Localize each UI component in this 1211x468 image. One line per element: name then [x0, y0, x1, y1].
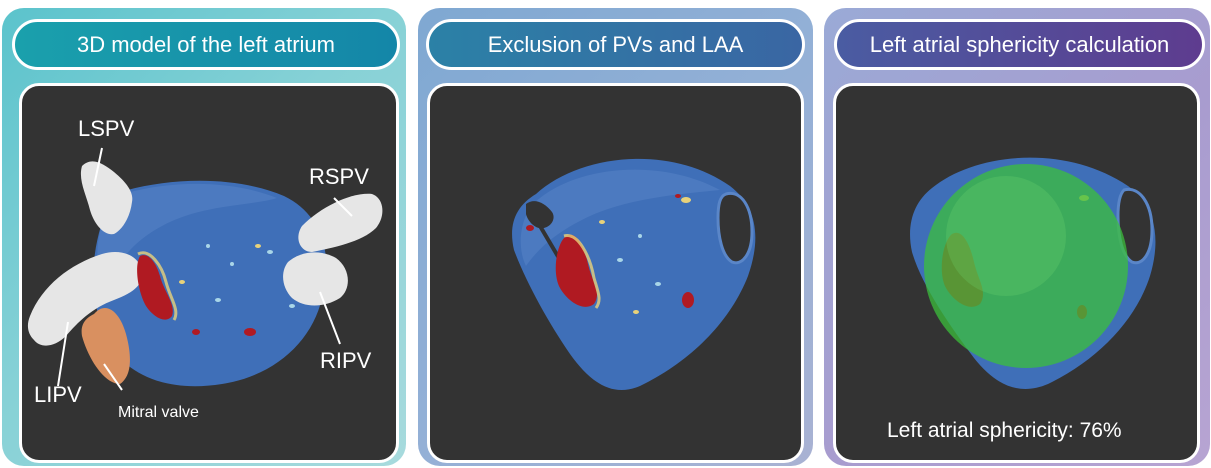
ripv-vein: [283, 252, 348, 306]
lipv-vein: [27, 252, 143, 346]
laa-opening: [1116, 187, 1154, 265]
panel-title: 3D model of the left atrium: [12, 19, 400, 70]
scar-patch: [137, 255, 173, 320]
mitral-valve: [81, 307, 130, 384]
rspv-vein: [298, 193, 383, 252]
model-view: [427, 83, 804, 463]
scar-patch: [555, 234, 598, 307]
lspv-vein: [80, 161, 133, 235]
left-atrium-with-sphere: [910, 157, 1156, 389]
label-mitral-valve: Mitral valve: [118, 404, 199, 421]
panel-exclusion: Exclusion of PVs and LAA: [418, 8, 813, 466]
atrium-shading: [97, 183, 277, 296]
model-view: Left atrial sphericity: 76%: [833, 83, 1200, 463]
pv-cutout: [526, 201, 554, 229]
atrium-shading: [520, 169, 720, 266]
label-lipv: LIPV: [34, 382, 82, 407]
panel-title: Left atrial sphericity calculation: [834, 19, 1205, 70]
model-view: LSPV RSPV RIPV LIPV Mitral valve: [19, 83, 399, 463]
panel-title: Exclusion of PVs and LAA: [426, 19, 805, 70]
label-rspv: RSPV: [309, 164, 369, 189]
label-lspv: LSPV: [78, 116, 135, 141]
laa-opening: [716, 192, 754, 265]
atrium-body: [93, 180, 327, 387]
left-atrium-trimmed-model: [512, 158, 756, 391]
sphericity-caption: Left atrial sphericity: 76%: [887, 419, 1122, 442]
fitted-sphere: [924, 164, 1128, 368]
panel-sphericity: Left atrial sphericity calculation Left …: [824, 8, 1210, 466]
panel-3d-model: 3D model of the left atrium: [2, 8, 406, 466]
left-atrium-model: [27, 147, 383, 391]
label-ripv: RIPV: [320, 348, 372, 373]
